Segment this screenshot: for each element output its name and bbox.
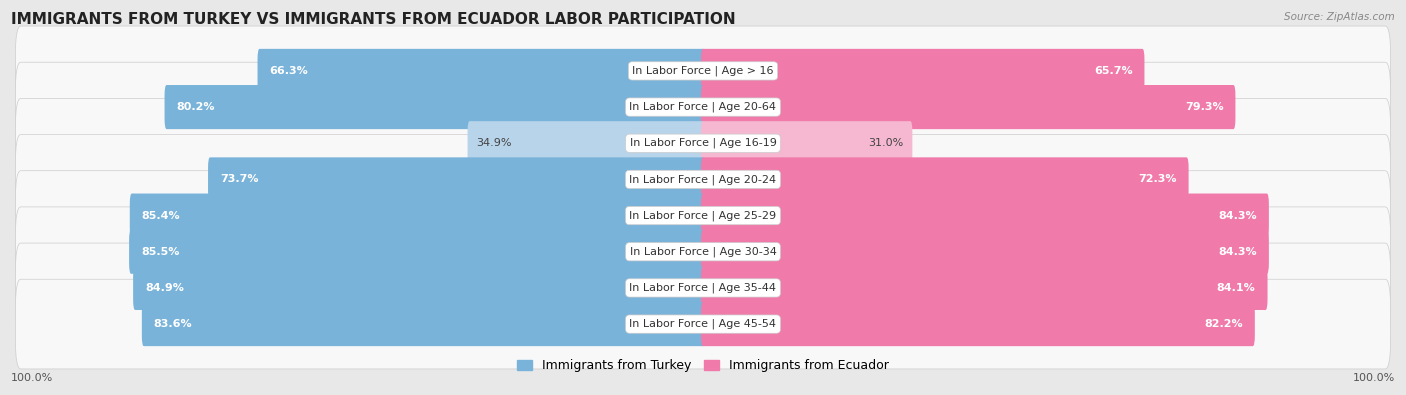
FancyBboxPatch shape bbox=[15, 26, 1391, 116]
Text: In Labor Force | Age > 16: In Labor Force | Age > 16 bbox=[633, 66, 773, 76]
Text: 79.3%: 79.3% bbox=[1185, 102, 1223, 112]
FancyBboxPatch shape bbox=[702, 157, 1188, 201]
Text: 84.3%: 84.3% bbox=[1218, 211, 1257, 220]
FancyBboxPatch shape bbox=[15, 207, 1391, 297]
Text: In Labor Force | Age 35-44: In Labor Force | Age 35-44 bbox=[630, 283, 776, 293]
Text: 65.7%: 65.7% bbox=[1094, 66, 1132, 76]
FancyBboxPatch shape bbox=[15, 171, 1391, 260]
Text: 100.0%: 100.0% bbox=[1353, 373, 1395, 383]
Text: 31.0%: 31.0% bbox=[869, 138, 904, 148]
Text: In Labor Force | Age 30-34: In Labor Force | Age 30-34 bbox=[630, 246, 776, 257]
FancyBboxPatch shape bbox=[15, 243, 1391, 333]
FancyBboxPatch shape bbox=[702, 266, 1268, 310]
FancyBboxPatch shape bbox=[15, 279, 1391, 369]
Text: In Labor Force | Age 25-29: In Labor Force | Age 25-29 bbox=[630, 210, 776, 221]
FancyBboxPatch shape bbox=[208, 157, 704, 201]
FancyBboxPatch shape bbox=[702, 194, 1268, 238]
Text: In Labor Force | Age 45-54: In Labor Force | Age 45-54 bbox=[630, 319, 776, 329]
Text: 80.2%: 80.2% bbox=[177, 102, 215, 112]
FancyBboxPatch shape bbox=[15, 98, 1391, 188]
Text: In Labor Force | Age 16-19: In Labor Force | Age 16-19 bbox=[630, 138, 776, 149]
Text: 84.1%: 84.1% bbox=[1216, 283, 1256, 293]
FancyBboxPatch shape bbox=[165, 85, 704, 129]
FancyBboxPatch shape bbox=[468, 121, 704, 166]
FancyBboxPatch shape bbox=[702, 229, 1268, 274]
Text: 82.2%: 82.2% bbox=[1204, 319, 1243, 329]
Text: 72.3%: 72.3% bbox=[1137, 175, 1177, 184]
FancyBboxPatch shape bbox=[702, 85, 1236, 129]
Text: 85.5%: 85.5% bbox=[141, 247, 180, 257]
Text: 84.9%: 84.9% bbox=[145, 283, 184, 293]
FancyBboxPatch shape bbox=[129, 229, 704, 274]
Legend: Immigrants from Turkey, Immigrants from Ecuador: Immigrants from Turkey, Immigrants from … bbox=[512, 354, 894, 377]
FancyBboxPatch shape bbox=[134, 266, 704, 310]
FancyBboxPatch shape bbox=[702, 121, 912, 166]
FancyBboxPatch shape bbox=[702, 302, 1254, 346]
Text: In Labor Force | Age 20-64: In Labor Force | Age 20-64 bbox=[630, 102, 776, 112]
Text: 85.4%: 85.4% bbox=[142, 211, 180, 220]
Text: 83.6%: 83.6% bbox=[153, 319, 193, 329]
FancyBboxPatch shape bbox=[257, 49, 704, 93]
FancyBboxPatch shape bbox=[702, 49, 1144, 93]
Text: 100.0%: 100.0% bbox=[11, 373, 53, 383]
FancyBboxPatch shape bbox=[15, 62, 1391, 152]
Text: 66.3%: 66.3% bbox=[270, 66, 308, 76]
Text: Source: ZipAtlas.com: Source: ZipAtlas.com bbox=[1284, 12, 1395, 22]
Text: IMMIGRANTS FROM TURKEY VS IMMIGRANTS FROM ECUADOR LABOR PARTICIPATION: IMMIGRANTS FROM TURKEY VS IMMIGRANTS FRO… bbox=[11, 12, 735, 27]
FancyBboxPatch shape bbox=[129, 194, 704, 238]
FancyBboxPatch shape bbox=[142, 302, 704, 346]
Text: 84.3%: 84.3% bbox=[1218, 247, 1257, 257]
FancyBboxPatch shape bbox=[15, 135, 1391, 224]
Text: In Labor Force | Age 20-24: In Labor Force | Age 20-24 bbox=[630, 174, 776, 185]
Text: 73.7%: 73.7% bbox=[221, 175, 259, 184]
Text: 34.9%: 34.9% bbox=[477, 138, 512, 148]
